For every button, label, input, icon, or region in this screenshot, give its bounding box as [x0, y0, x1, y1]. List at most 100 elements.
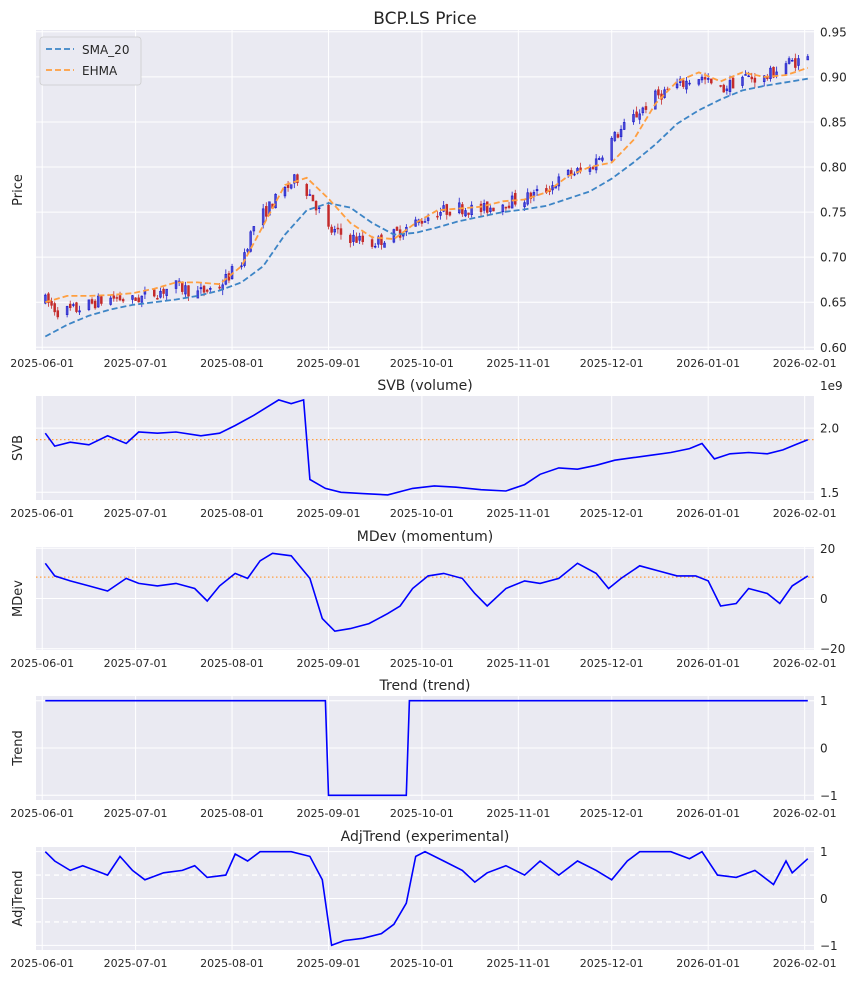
x-tick-label: 2025-08-01	[200, 507, 264, 520]
candle-body	[787, 58, 791, 64]
candle-body	[261, 208, 265, 226]
candle-body	[591, 166, 595, 170]
candle-body	[747, 75, 750, 78]
candle-body	[703, 77, 707, 80]
x-tick-label: 2025-09-01	[297, 507, 361, 520]
candle-body	[436, 215, 439, 218]
x-tick-label: 2025-10-01	[390, 807, 454, 820]
x-tick-label: 2025-12-01	[580, 507, 644, 520]
candle-body	[140, 295, 144, 303]
series-line	[45, 699, 808, 797]
y-tick-label: 2.0	[820, 422, 839, 436]
x-tick-label: 2025-11-01	[486, 357, 550, 370]
x-tick-label: 2025-10-01	[390, 357, 454, 370]
y-tick-label: 0.80	[820, 161, 847, 175]
x-tick-label: 2025-09-01	[297, 357, 361, 370]
plot-data	[44, 552, 809, 633]
candle-body	[296, 174, 299, 183]
y-tick-label: 0.75	[820, 206, 847, 220]
candle-body	[728, 80, 732, 92]
candle-body	[196, 290, 200, 299]
candle-body	[339, 228, 343, 235]
series-line-sma_20	[44, 77, 808, 338]
candle-body	[162, 288, 165, 294]
panel-1: BCP.LS Price Price 0.60 0.65 0.70 0.75 0.80 0.8…	[10, 9, 846, 370]
y-tick-label: 0.65	[820, 296, 847, 310]
candle-body	[333, 229, 337, 233]
x-tick-label: 2026-01-01	[676, 957, 740, 970]
y-axis-label: Trend	[11, 730, 26, 767]
candle-body	[75, 302, 78, 312]
candle-body	[156, 297, 159, 300]
candle-body	[644, 106, 648, 110]
plot-data	[44, 398, 809, 496]
x-tick-label: 2025-12-01	[580, 807, 644, 820]
y-tick-label: 0.70	[820, 251, 847, 265]
candle-body	[311, 194, 315, 202]
candle-body	[632, 114, 635, 123]
panel-4: Trend (trend) Trend −1 0 1 2025-06-01 2025-07-…	[10, 678, 837, 820]
x-tick-label: 2025-07-01	[104, 357, 168, 370]
candle-body	[209, 287, 212, 290]
candle-body	[90, 299, 94, 304]
candle-body	[246, 249, 249, 252]
candle-body	[526, 192, 529, 205]
x-tick-label: 2025-06-01	[10, 807, 74, 820]
x-tick-label: 2025-12-01	[580, 657, 644, 670]
x-tick-label: 2025-07-01	[104, 807, 168, 820]
candle-body	[336, 227, 340, 230]
y-tick-label: 0.95	[820, 25, 847, 39]
candle-body	[479, 203, 483, 213]
panel-title: SVB (volume)	[377, 378, 472, 394]
candle-body	[485, 201, 489, 213]
candle-body	[762, 75, 766, 82]
candle-body	[769, 67, 772, 80]
x-tick-label: 2025-06-01	[10, 957, 74, 970]
candle-body	[697, 79, 701, 85]
candle-body	[641, 107, 645, 114]
legend-entry: EHMA	[82, 64, 118, 78]
candle-body	[610, 137, 613, 161]
candle-body	[566, 169, 570, 176]
candle-body	[688, 82, 691, 85]
candle-body	[510, 195, 514, 209]
panel-title: MDev (momentum)	[357, 529, 493, 545]
candle-body	[622, 122, 626, 130]
x-tick-label: 2025-06-01	[10, 657, 74, 670]
candle-body	[305, 184, 308, 196]
candle-body	[68, 303, 72, 309]
candle-body	[523, 202, 526, 208]
candle-body	[719, 85, 722, 87]
candle-body	[741, 76, 744, 86]
candle-body	[744, 74, 747, 76]
candle-body	[635, 111, 638, 118]
candle-body	[794, 58, 797, 68]
series-line	[44, 552, 809, 633]
candle-body	[293, 174, 296, 184]
x-tick-label: 2025-08-01	[200, 357, 264, 370]
x-tick-label: 2025-09-01	[297, 957, 361, 970]
x-tick-label: 2026-01-01	[676, 357, 740, 370]
candle-body	[361, 235, 365, 242]
y-tick-label: 20	[820, 542, 835, 556]
candle-body	[467, 212, 470, 215]
candle-body	[657, 89, 660, 96]
candle-body	[535, 189, 539, 192]
x-tick-label: 2026-02-01	[773, 507, 837, 520]
x-tick-label: 2025-10-01	[390, 957, 454, 970]
candle-body	[205, 289, 209, 292]
series-line	[44, 398, 809, 496]
candle-body	[753, 77, 757, 83]
y-tick-label: 0.90	[820, 70, 847, 84]
candle-body	[442, 205, 445, 212]
candle-body	[249, 231, 252, 252]
candle-body	[750, 76, 754, 80]
candle-body	[790, 60, 794, 62]
x-tick-label: 2026-02-01	[773, 957, 837, 970]
candle-body	[725, 88, 729, 91]
y-tick-label: 1	[820, 845, 828, 859]
x-tick-label: 2026-01-01	[676, 507, 740, 520]
x-tick-label: 2026-01-01	[676, 657, 740, 670]
x-tick-label: 2025-08-01	[200, 957, 264, 970]
